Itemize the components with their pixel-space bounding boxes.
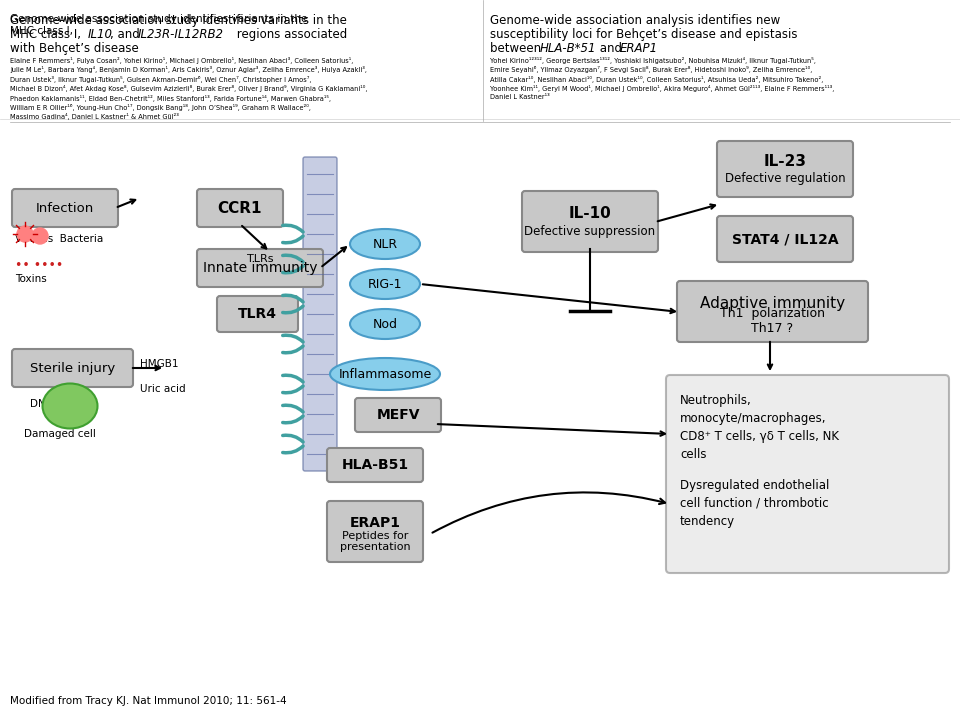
Text: and: and [596,42,626,55]
FancyBboxPatch shape [677,281,868,342]
Text: Neutrophils,
monocyte/macrophages,
CD8⁺ T cells, γδ T cells, NK
cells: Neutrophils, monocyte/macrophages, CD8⁺ … [680,394,839,461]
Text: TLR4: TLR4 [238,307,277,321]
FancyBboxPatch shape [217,296,298,332]
FancyBboxPatch shape [12,349,133,387]
Text: Modified from Tracy KJ. Nat Immunol 2010; 11: 561-4: Modified from Tracy KJ. Nat Immunol 2010… [10,696,287,706]
Text: CCR1: CCR1 [218,201,262,216]
Text: Defective suppression: Defective suppression [524,225,656,238]
FancyBboxPatch shape [197,189,283,227]
Text: HLA-B51: HLA-B51 [342,458,409,472]
Text: , and: , and [110,28,143,41]
Text: IL10: IL10 [88,28,113,41]
Text: Inflammasome: Inflammasome [338,368,432,381]
Text: Elaine F Remmers¹, Fulya Cosan², Yohei Kirino¹, Michael J Ombrello¹, Neslihan Ab: Elaine F Remmers¹, Fulya Cosan², Yohei K… [10,57,368,121]
Text: HLA-B*51: HLA-B*51 [540,42,596,55]
Text: Damaged cell: Damaged cell [24,429,96,439]
Text: Dysregulated endothelial
cell function / thrombotic
tendency: Dysregulated endothelial cell function /… [680,479,829,528]
FancyBboxPatch shape [303,157,337,471]
Text: Adaptive immunity: Adaptive immunity [700,296,845,311]
Text: HMGB1: HMGB1 [140,359,179,369]
Text: Viruses  Bacteria: Viruses Bacteria [15,234,104,244]
FancyBboxPatch shape [327,448,423,482]
Text: Sterile injury: Sterile injury [30,361,115,375]
Circle shape [32,228,48,244]
Text: with Behçet’s disease: with Behçet’s disease [10,42,139,55]
Ellipse shape [330,358,440,390]
FancyBboxPatch shape [717,216,853,262]
Text: Infection: Infection [36,201,94,214]
Text: TLRs: TLRs [247,254,274,264]
Text: IL-23: IL-23 [763,154,806,169]
Text: Peptides for
presentation: Peptides for presentation [340,531,410,552]
Ellipse shape [350,269,420,299]
Text: DNA: DNA [30,399,53,409]
Text: susceptibility loci for Behçet’s disease and epistasis: susceptibility loci for Behçet’s disease… [490,28,798,41]
FancyBboxPatch shape [666,375,949,573]
Text: Th1  polarization
Th17 ?: Th1 polarization Th17 ? [720,308,825,336]
Text: Yohei Kirino¹²³¹², George Bertsias¹³¹², Yoshiaki Ishigatsubo², Nobuhisa Mizuki⁴,: Yohei Kirino¹²³¹², George Bertsias¹³¹², … [490,57,834,100]
FancyBboxPatch shape [355,398,441,432]
FancyBboxPatch shape [717,141,853,197]
Ellipse shape [42,383,98,428]
Text: Uric acid: Uric acid [140,384,185,394]
Circle shape [17,226,33,242]
Text: Genome-wide association study identifies variants in the: Genome-wide association study identifies… [10,14,347,27]
Text: ERAP1: ERAP1 [620,42,659,55]
Text: Innate immunity: Innate immunity [203,261,317,275]
Text: ERAP1: ERAP1 [349,516,400,531]
Text: Defective regulation: Defective regulation [725,171,846,184]
Text: RIG-1: RIG-1 [368,278,402,291]
Text: NLR: NLR [372,238,397,251]
FancyBboxPatch shape [12,189,118,227]
Text: MEFV: MEFV [376,408,420,422]
Text: Toxins: Toxins [15,274,47,284]
Ellipse shape [350,229,420,259]
Ellipse shape [350,309,420,339]
FancyBboxPatch shape [197,249,323,287]
Text: IL23R-IL12RB2: IL23R-IL12RB2 [138,28,224,41]
FancyBboxPatch shape [327,501,423,562]
Text: MHC class I,: MHC class I, [10,28,84,41]
Text: between: between [490,42,545,55]
Text: IL-10: IL-10 [568,206,612,221]
FancyBboxPatch shape [522,191,658,252]
Text: Genome-wide association analysis identifies new: Genome-wide association analysis identif… [490,14,780,27]
Text: Nod: Nod [372,318,397,331]
Text: Genome-wide association study identifies variants in the
MHC class I,: Genome-wide association study identifies… [10,14,307,36]
Text: •• ••••: •• •••• [15,259,63,272]
Text: STAT4 / IL12A: STAT4 / IL12A [732,232,838,246]
Text: regions associated: regions associated [233,28,348,41]
